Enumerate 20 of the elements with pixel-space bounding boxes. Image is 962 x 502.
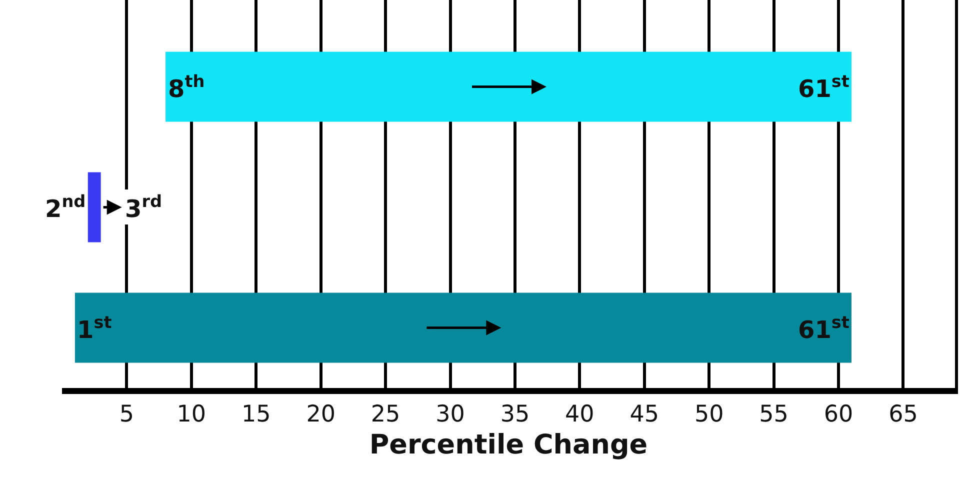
x-tick-label: 25 — [370, 402, 400, 428]
annotation: 8$^{th}$ — [168, 71, 205, 104]
annotation: 3$^{rd}$ — [125, 191, 162, 224]
annotation: 61$^{st}$ — [798, 71, 850, 104]
x-tick-label: 10 — [176, 402, 206, 428]
annotation: 1$^{st}$ — [77, 312, 112, 344]
x-tick-label: 50 — [694, 402, 724, 428]
x-tick-label: 65 — [888, 402, 918, 428]
x-tick-label: 45 — [630, 402, 660, 428]
x-tick-label: 5 — [119, 402, 134, 428]
annotation: 2$^{nd}$ — [45, 191, 86, 224]
x-tick-label: 30 — [436, 402, 465, 428]
x-tick-label: 60 — [824, 402, 854, 428]
x-tick-label: 55 — [759, 402, 788, 428]
x-tick-label: 15 — [241, 402, 271, 428]
x-tick-label: 40 — [565, 402, 594, 428]
x-tick-label: 20 — [306, 402, 336, 428]
x-axis-title: Percentile Change — [369, 430, 648, 460]
x-tick-label: 35 — [500, 402, 530, 428]
annotation: 61$^{st}$ — [798, 312, 850, 344]
